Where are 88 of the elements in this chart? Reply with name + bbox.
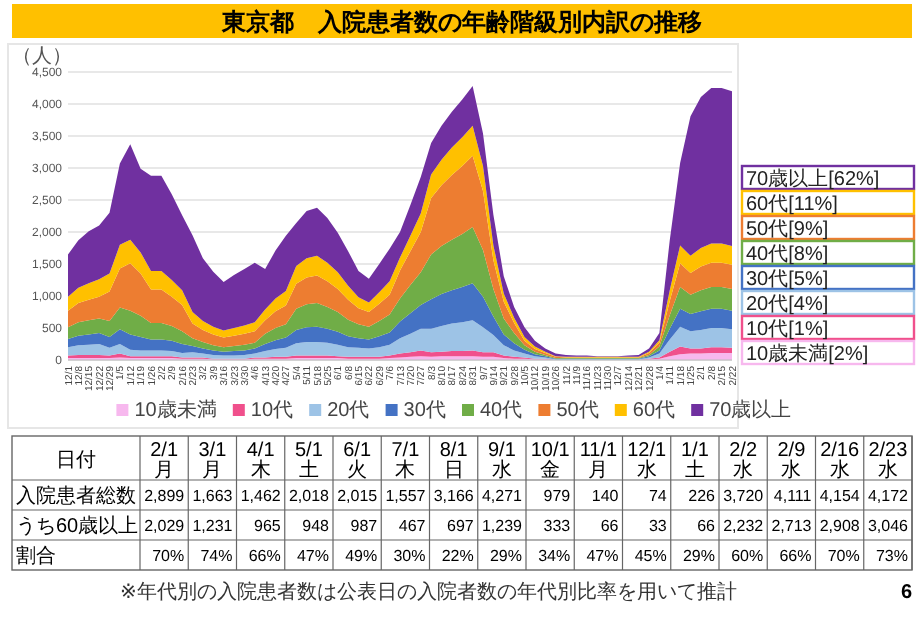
text: 47% bbox=[296, 547, 329, 565]
text: 73% bbox=[875, 547, 908, 565]
text: 70歳以上[62%] bbox=[746, 167, 880, 191]
text: 30代[5%] bbox=[746, 269, 829, 291]
text: 33 bbox=[648, 517, 667, 535]
text: 4,271 bbox=[481, 487, 522, 505]
text: 49% bbox=[345, 547, 378, 565]
text: 4,111 bbox=[773, 487, 812, 505]
text: 1,462 bbox=[240, 487, 281, 505]
text: 3,046 bbox=[867, 517, 908, 535]
category-label: 2/2水 bbox=[729, 440, 758, 482]
category-label: 2/9水 bbox=[777, 440, 807, 482]
text: 34% bbox=[538, 547, 571, 565]
text: 333 bbox=[543, 517, 571, 535]
text: 987 bbox=[350, 517, 378, 535]
category-label: 5/1土 bbox=[294, 440, 324, 482]
category-label: 1/1土 bbox=[680, 440, 710, 482]
y-axis-title: （人） bbox=[12, 46, 72, 68]
text: 66% bbox=[779, 547, 812, 565]
text: 1,663 bbox=[192, 487, 233, 505]
category-label: 8/1日 bbox=[439, 440, 469, 482]
text: 10代[1%] bbox=[746, 319, 829, 341]
chart-title: 東京都 入院患者数の年齢階級別内訳の推移 bbox=[220, 8, 702, 36]
text: 3,166 bbox=[433, 487, 474, 505]
text: 29% bbox=[682, 547, 715, 565]
text: 10歳未満[2%] bbox=[746, 342, 869, 366]
legend-label: 30代 bbox=[403, 400, 446, 422]
text: 467 bbox=[398, 517, 426, 535]
legend-label: 60代 bbox=[632, 400, 676, 422]
text: 22% bbox=[441, 547, 474, 565]
legend-label: 20代 bbox=[327, 400, 370, 422]
text: 1,557 bbox=[385, 487, 426, 505]
text: 66 bbox=[600, 517, 619, 535]
text: 2,232 bbox=[723, 517, 764, 535]
text: 2,713 bbox=[771, 517, 812, 535]
text: 50代[9%] bbox=[746, 219, 829, 241]
category-label: 2/16水 bbox=[820, 440, 860, 482]
legend-label: 50代 bbox=[556, 400, 599, 422]
category-label: うち60歳以上 bbox=[16, 516, 139, 538]
category-label: 割合 bbox=[16, 546, 56, 568]
text: 60代[11%] bbox=[746, 194, 839, 216]
text: 20代[4%] bbox=[746, 294, 829, 316]
text: 66% bbox=[248, 547, 281, 565]
text: 979 bbox=[543, 487, 571, 505]
legend-label: 70歳以上 bbox=[709, 398, 792, 422]
text: 日付 bbox=[56, 450, 96, 472]
category-label: 2/1月 bbox=[150, 440, 179, 482]
category-label: 11/1月 bbox=[579, 440, 618, 482]
text: 2,908 bbox=[819, 517, 860, 535]
category-label: 2/23水 bbox=[868, 440, 909, 482]
text: 226 bbox=[688, 487, 715, 505]
text: 47% bbox=[586, 547, 619, 565]
legend-label: 10代 bbox=[250, 400, 294, 422]
legend-label: 40代 bbox=[480, 400, 523, 422]
category-label: 3/1月 bbox=[198, 440, 228, 482]
category-label: 4/1木 bbox=[246, 440, 276, 482]
text: 74 bbox=[648, 487, 667, 505]
text: 2,018 bbox=[288, 487, 329, 505]
category-label: 入院患者総数 bbox=[16, 486, 136, 508]
text: 1,239 bbox=[481, 517, 522, 535]
text: 29% bbox=[489, 547, 522, 565]
text: 30% bbox=[393, 547, 426, 565]
category-label: 12/1水 bbox=[627, 440, 667, 482]
text: 70% bbox=[152, 547, 185, 565]
text: 70% bbox=[827, 547, 860, 565]
text: 948 bbox=[302, 517, 329, 535]
category-label: 9/1水 bbox=[487, 440, 517, 482]
text: 2,015 bbox=[337, 487, 378, 505]
text: 6 bbox=[900, 582, 913, 604]
text: 2,029 bbox=[144, 517, 185, 535]
text: 3,720 bbox=[723, 487, 764, 505]
text: 2,899 bbox=[144, 487, 185, 505]
text: 74% bbox=[200, 547, 233, 565]
category-label: 10/1金 bbox=[530, 440, 571, 482]
legend-label: 10歳未満 bbox=[134, 398, 217, 422]
text: 66 bbox=[697, 517, 715, 535]
text: 965 bbox=[254, 517, 281, 535]
text: 1,231 bbox=[192, 517, 233, 535]
text: 4,172 bbox=[867, 487, 908, 505]
text: ※年代別の入院患者数は公表日の入院者数の年代別比率を用いて推計 bbox=[120, 580, 737, 604]
text: 40代[8%] bbox=[746, 244, 829, 266]
text: 60% bbox=[731, 547, 764, 565]
text: 697 bbox=[447, 517, 474, 535]
text: 140 bbox=[591, 487, 619, 505]
category-label: 6/1火 bbox=[343, 440, 372, 482]
text: 4,154 bbox=[819, 487, 860, 505]
text: 45% bbox=[634, 547, 667, 565]
category-label: 7/1木 bbox=[391, 440, 421, 482]
